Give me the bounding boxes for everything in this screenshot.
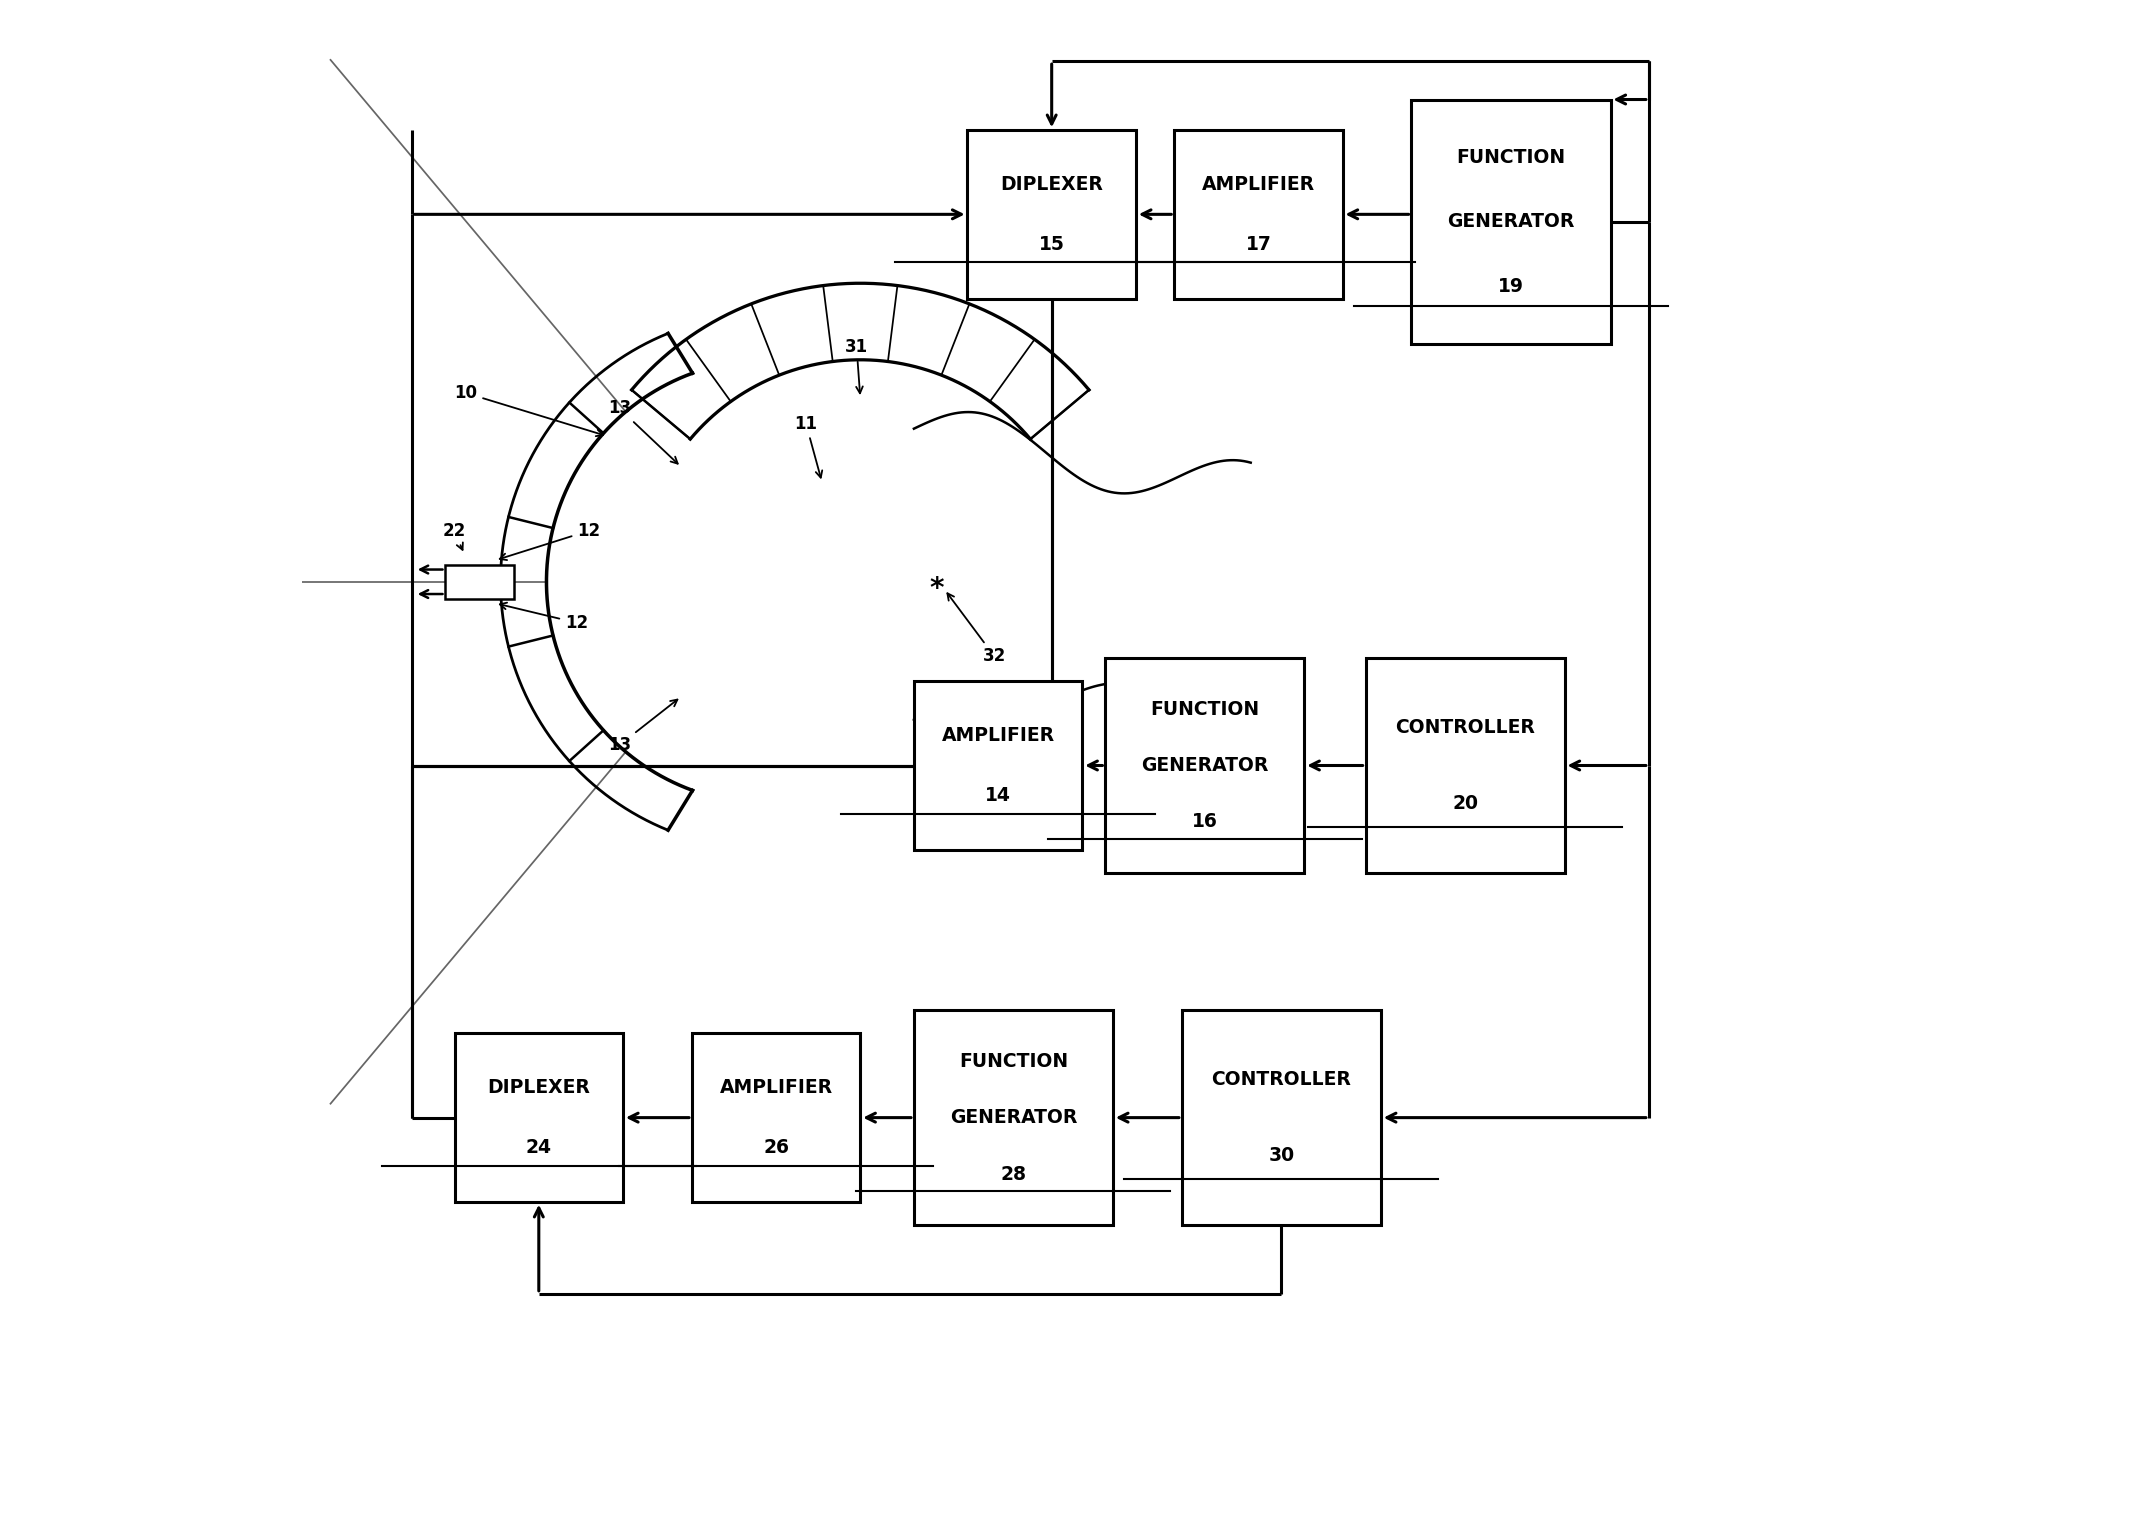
- Text: CONTROLLER: CONTROLLER: [1212, 1070, 1351, 1089]
- Text: FUNCTION: FUNCTION: [1455, 149, 1566, 167]
- Bar: [1411, 100, 1611, 344]
- Text: GENERATOR: GENERATOR: [950, 1108, 1078, 1127]
- Text: *: *: [930, 576, 943, 603]
- Text: FUNCTION: FUNCTION: [1150, 700, 1259, 718]
- Text: 15: 15: [1039, 234, 1065, 254]
- Text: 11: 11: [794, 415, 822, 478]
- Bar: [455, 1033, 623, 1202]
- Text: 20: 20: [1451, 795, 1479, 813]
- Text: 16: 16: [1193, 813, 1219, 831]
- Bar: [691, 1033, 860, 1202]
- Text: 12: 12: [499, 603, 589, 632]
- Text: 10: 10: [455, 384, 604, 436]
- Bar: [967, 130, 1135, 299]
- Bar: [913, 681, 1082, 850]
- Text: 32: 32: [947, 594, 1005, 666]
- Text: 13: 13: [608, 700, 676, 755]
- Text: GENERATOR: GENERATOR: [1142, 756, 1268, 775]
- Text: 13: 13: [608, 400, 679, 464]
- Bar: [446, 565, 514, 599]
- Text: AMPLIFIER: AMPLIFIER: [719, 1078, 832, 1098]
- Text: AMPLIFIER: AMPLIFIER: [941, 726, 1054, 746]
- Text: 22: 22: [442, 522, 465, 550]
- Text: 28: 28: [1001, 1165, 1026, 1183]
- Bar: [913, 1010, 1114, 1225]
- Text: 24: 24: [525, 1138, 553, 1157]
- Bar: [1105, 658, 1304, 873]
- Text: FUNCTION: FUNCTION: [958, 1052, 1067, 1070]
- Text: 31: 31: [845, 338, 869, 393]
- Text: 17: 17: [1246, 234, 1272, 254]
- Text: 14: 14: [986, 785, 1012, 805]
- Text: CONTROLLER: CONTROLLER: [1396, 718, 1534, 736]
- Bar: [1366, 658, 1564, 873]
- Text: AMPLIFIER: AMPLIFIER: [1201, 175, 1315, 194]
- Text: DIPLEXER: DIPLEXER: [1001, 175, 1103, 194]
- Text: DIPLEXER: DIPLEXER: [487, 1078, 591, 1098]
- Text: GENERATOR: GENERATOR: [1447, 213, 1575, 231]
- Text: 12: 12: [499, 522, 600, 560]
- Bar: [1182, 1010, 1381, 1225]
- Text: 19: 19: [1498, 277, 1524, 295]
- Bar: [1174, 130, 1342, 299]
- Text: 26: 26: [764, 1138, 790, 1157]
- Text: 30: 30: [1268, 1147, 1295, 1165]
